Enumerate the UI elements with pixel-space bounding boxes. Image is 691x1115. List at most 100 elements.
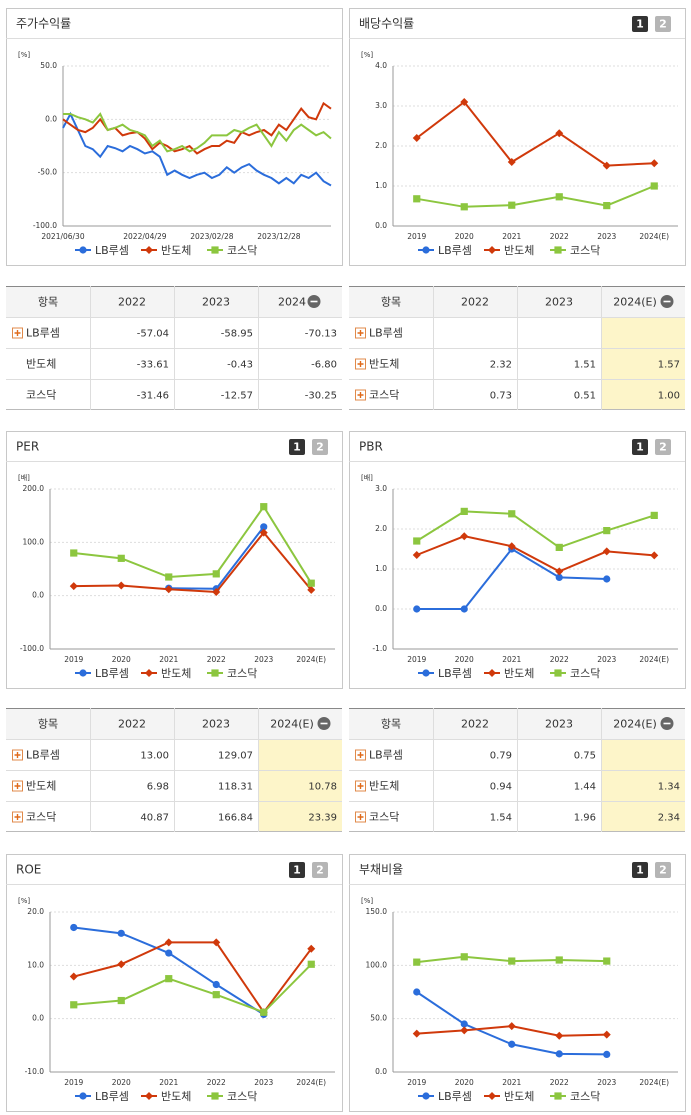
page-button-label[interactable]: 1 <box>293 441 301 454</box>
page-button-label[interactable]: 1 <box>636 441 644 454</box>
page-button[interactable] <box>632 439 648 455</box>
data-point <box>507 542 516 551</box>
data-point <box>603 575 611 583</box>
page-button-label[interactable]: 1 <box>636 864 644 877</box>
table-cell: -30.25 <box>305 391 337 402</box>
table-header-cell: 2023 <box>545 296 573 309</box>
table-cell: 23.39 <box>308 813 337 824</box>
data-point <box>212 587 221 596</box>
data-point <box>117 996 125 1005</box>
chart-panel <box>349 8 686 266</box>
x-tick-label: 2023 <box>597 655 616 664</box>
x-tick-label: 2022 <box>550 232 569 241</box>
table-cell: 2.32 <box>490 360 512 371</box>
table-header-cell: 2022 <box>118 296 146 309</box>
page-button-label[interactable]: 1 <box>636 18 644 31</box>
table-cell: -70.13 <box>305 329 337 340</box>
expand-button-icon[interactable] <box>357 361 364 367</box>
y-axis-unit: [%] <box>361 897 373 905</box>
legend-marker <box>211 669 219 677</box>
data-point <box>117 929 125 937</box>
page-button-label[interactable]: 2 <box>316 864 324 877</box>
row-label: 반도체 <box>26 358 56 371</box>
page-button[interactable] <box>632 16 648 32</box>
page-button[interactable] <box>655 862 671 878</box>
page-button-label[interactable]: 2 <box>316 441 324 454</box>
y-tick-label: 0.0 <box>32 1014 44 1023</box>
table-cell: 118.31 <box>218 782 253 793</box>
series-line <box>416 510 655 549</box>
table-header-cell: 2024 <box>278 296 306 309</box>
page-button[interactable] <box>655 16 671 32</box>
table-cell: 6.98 <box>147 782 169 793</box>
x-tick-label: 2024(E) <box>639 232 669 241</box>
x-tick-label: 2024(E) <box>296 1078 326 1087</box>
y-tick-label: -100.0 <box>33 221 57 230</box>
data-point <box>164 938 173 947</box>
x-tick-label: 2023 <box>597 1078 616 1087</box>
data-point <box>555 193 563 201</box>
legend-label: 코스닥 <box>227 667 257 680</box>
expand-button-icon[interactable] <box>14 783 21 789</box>
y-tick-label: 200.0 <box>23 484 45 493</box>
legend-label: 반도체 <box>504 1090 534 1103</box>
table-cell: 13.00 <box>140 751 169 762</box>
expand-button-icon[interactable] <box>357 783 364 789</box>
expand-button-icon[interactable] <box>357 752 364 758</box>
legend-marker <box>488 246 496 254</box>
data-point <box>69 582 78 591</box>
data-point <box>507 1022 516 1031</box>
page-button[interactable] <box>632 862 648 878</box>
row-label: LB루셈 <box>26 749 60 762</box>
y-axis-unit: [%] <box>361 51 373 59</box>
expand-button-icon[interactable] <box>14 814 21 820</box>
highlight-column <box>601 739 685 832</box>
page-button[interactable] <box>312 862 328 878</box>
page-button[interactable] <box>655 439 671 455</box>
page-button-label[interactable]: 2 <box>659 441 667 454</box>
data-point <box>70 1001 78 1009</box>
legend-marker <box>145 669 153 677</box>
data-point <box>602 161 611 170</box>
table-cell: 0.75 <box>574 751 596 762</box>
data-point <box>307 579 315 587</box>
legend-label: LB루셈 <box>438 1090 472 1103</box>
expand-button-icon[interactable] <box>14 752 21 758</box>
expand-button-icon[interactable] <box>357 814 364 820</box>
chart-panel <box>6 431 343 689</box>
row-label: 코스닥 <box>369 811 399 824</box>
y-axis-unit: [%] <box>18 897 30 905</box>
expand-button-icon[interactable] <box>14 330 21 336</box>
data-point <box>460 98 469 106</box>
expand-button-icon[interactable] <box>357 330 364 336</box>
data-point <box>507 158 516 166</box>
page-button-label[interactable]: 2 <box>659 18 667 31</box>
page-button-label[interactable]: 1 <box>293 864 301 877</box>
legend-marker <box>488 1092 496 1100</box>
table-header-cell: 2022 <box>461 296 489 309</box>
data-point <box>555 573 563 582</box>
x-tick-label: 2019 <box>64 655 83 664</box>
y-axis-unit: [%] <box>18 51 30 59</box>
legend-marker <box>422 246 430 254</box>
table-cell: 0.94 <box>490 782 512 793</box>
y-tick-label: -50.0 <box>38 168 58 177</box>
table-header-cell: 2024(E) <box>270 718 314 731</box>
page-button[interactable] <box>289 439 305 455</box>
page-button[interactable] <box>312 439 328 455</box>
page-button-label[interactable]: 2 <box>659 864 667 877</box>
data-point <box>260 523 268 531</box>
data-point <box>413 988 421 996</box>
data-point <box>413 195 421 203</box>
row-label: 반도체 <box>26 780 56 793</box>
data-point <box>602 1030 611 1039</box>
data-point <box>602 547 611 556</box>
x-tick-label: 2019 <box>64 1078 83 1087</box>
legend-label: 코스닥 <box>227 244 257 257</box>
table-cell: 1.34 <box>658 782 680 793</box>
expand-button-icon[interactable] <box>357 392 364 398</box>
data-point <box>260 503 268 511</box>
page-button[interactable] <box>289 862 305 878</box>
series-line <box>62 111 332 187</box>
chart-title: PER <box>16 440 39 454</box>
